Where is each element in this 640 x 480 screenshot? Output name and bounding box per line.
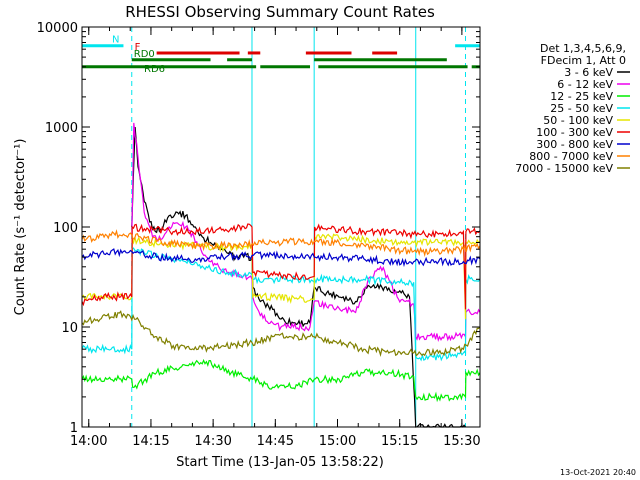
axes: 1 10 100 1000 10000 14:00 14:15 14:30 14:45 15:00…	[37, 21, 481, 449]
flag-label-3: RD6	[144, 64, 165, 75]
flag-label-2: RD0	[134, 49, 155, 60]
flag-label-0: N	[112, 35, 119, 46]
y-tick-label-0: 1	[70, 421, 78, 436]
x-tick-label-1: 14:15	[132, 434, 169, 449]
y-tick-label-2: 100	[53, 221, 78, 236]
series-line-3	[81, 247, 481, 362]
series-line-0	[131, 126, 466, 428]
legend-label-0: 3 - 6 keV	[564, 66, 613, 79]
x-tick-label-0: 14:00	[70, 434, 107, 449]
series-line-7	[81, 229, 481, 258]
legend-label-3: 25 - 50 keV	[550, 102, 613, 115]
series-line-4	[81, 233, 481, 320]
series-line-6	[81, 248, 481, 268]
legend: Det 1,3,4,5,6,9,FDecim 1, Att 03 - 6 keV…	[515, 42, 630, 175]
series-line-1	[131, 122, 481, 343]
legend-header-1: FDecim 1, Att 0	[541, 54, 626, 67]
legend-header-0: Det 1,3,4,5,6,9,	[540, 42, 626, 55]
flag-label-1: F	[135, 42, 141, 53]
y-axis-label: Count Rate (s⁻¹ detector⁻¹)	[13, 139, 28, 316]
legend-label-8: 7000 - 15000 keV	[515, 162, 613, 175]
x-tick-label-3: 14:45	[257, 434, 294, 449]
legend-label-4: 50 - 100 keV	[543, 114, 613, 127]
series-line-5	[81, 223, 481, 310]
timestamp-label: 13-Oct-2021 20:40	[560, 468, 636, 477]
legend-label-1: 6 - 12 keV	[557, 78, 613, 91]
x-axis-label: Start Time (13-Jan-05 13:58:22)	[176, 455, 384, 470]
chart-title: RHESSI Observing Summary Count Rates	[125, 3, 435, 21]
legend-label-6: 300 - 800 keV	[536, 138, 613, 151]
y-tick-label-1: 10	[61, 321, 78, 336]
legend-label-5: 100 - 300 keV	[536, 126, 613, 139]
legend-label-2: 12 - 25 keV	[550, 90, 613, 103]
legend-label-7: 800 - 7000 keV	[529, 150, 613, 163]
x-tick-label-5: 15:15	[381, 434, 418, 449]
y-tick-label-4: 10000	[37, 21, 78, 36]
x-tick-label-6: 15:30	[443, 434, 480, 449]
series-line-8	[81, 310, 481, 358]
series-line-2	[81, 358, 481, 403]
y-tick-label-3: 1000	[45, 121, 78, 136]
x-tick-label-2: 14:30	[194, 434, 231, 449]
x-tick-label-4: 15:00	[319, 434, 356, 449]
